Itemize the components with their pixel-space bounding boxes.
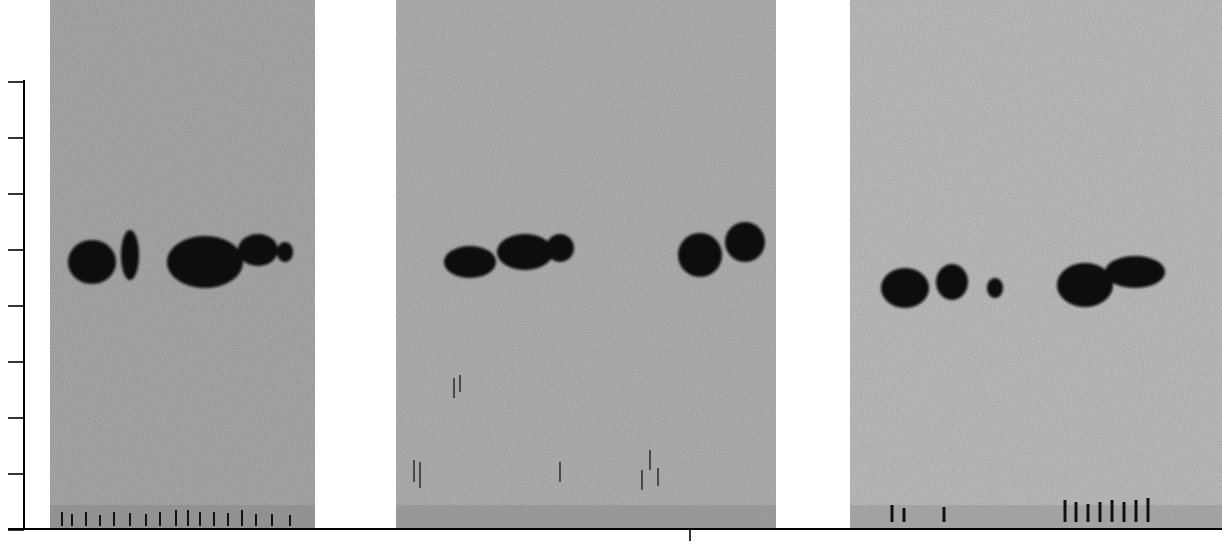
spectrogram-panel-1 [50,0,315,528]
signal-cluster [881,256,1165,308]
baseline-marks [890,498,1150,522]
baseline-marks [61,510,291,526]
spectrogram-panel-2 [396,0,776,528]
signal-cluster [444,222,765,278]
x-axis [8,528,1222,541]
faint-signal-marks [413,375,659,490]
spectrogram-panel-3 [850,0,1222,528]
signal-cluster [68,230,293,288]
y-axis [8,80,25,531]
